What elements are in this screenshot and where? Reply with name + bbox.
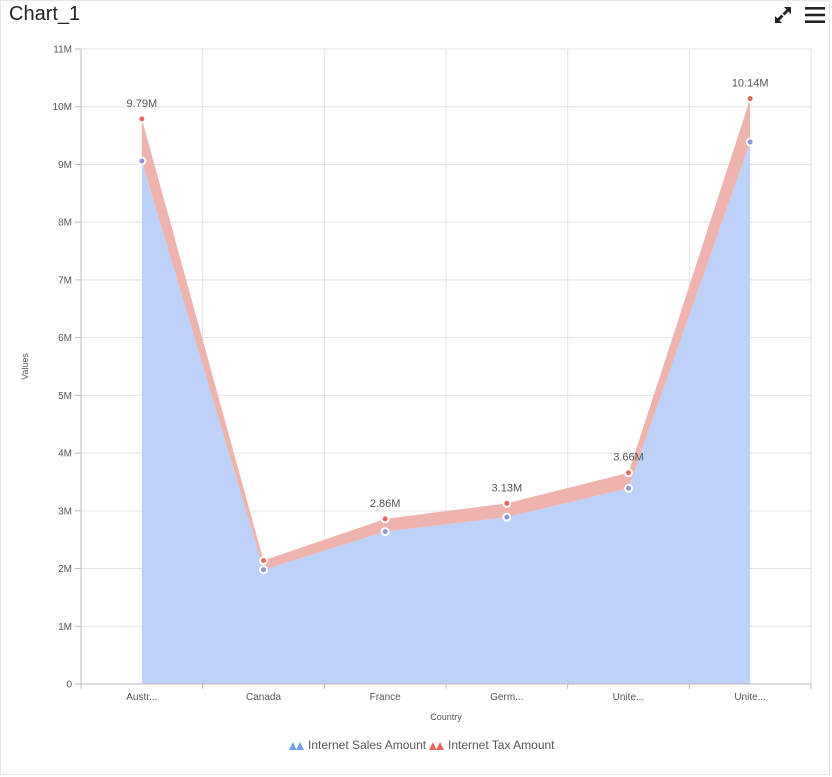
tax-data-point: [502, 498, 512, 508]
y-tick-label: 0: [66, 680, 72, 691]
hamburger-menu-icon[interactable]: [804, 4, 826, 26]
legend-sales-swatch-icon: [289, 742, 304, 750]
y-tick-label: 11M: [53, 45, 72, 56]
tax-data-point: [745, 94, 755, 104]
sales-data-point: [137, 156, 147, 166]
legend-tax-swatch-icon: [429, 742, 444, 750]
y-tick-label: 4M: [58, 449, 72, 460]
x-tick-label: Unite...: [734, 692, 766, 703]
data-label: 3.66M: [613, 452, 644, 464]
y-tick-label: 9M: [58, 160, 72, 171]
x-tick-label: France: [370, 692, 402, 703]
data-label: 10.14M: [732, 78, 769, 90]
expand-icon[interactable]: [772, 4, 794, 26]
x-tick-label: Canada: [246, 692, 281, 703]
series-area-sales: [141, 141, 751, 684]
x-tick-label: Austr...: [126, 692, 157, 703]
sales-data-point: [624, 483, 633, 493]
sales-data-point: [380, 527, 390, 537]
x-axis-title: Country: [430, 712, 462, 722]
chart-title: Chart_1: [9, 3, 81, 25]
legend-item-sales[interactable]: Internet Sales Amount: [289, 736, 426, 754]
y-tick-label: 2M: [58, 564, 72, 575]
y-tick-label: 7M: [58, 275, 72, 286]
tax-data-point: [259, 555, 268, 565]
data-label: 2.86M: [370, 498, 401, 510]
sales-data-point: [745, 137, 755, 147]
y-axis-title: Values: [20, 353, 30, 380]
data-label: 9.79M: [127, 98, 158, 110]
area-chart: 0 1M 2M 3M 4M 5M 6M 7M 8M 9M 10M 11M 9.79M 2.86M 3.13M…: [20, 45, 812, 722]
sales-data-point: [259, 565, 268, 575]
legend-label-tax: Internet Tax Amount: [448, 738, 555, 752]
y-tick-label: 3M: [58, 506, 72, 517]
y-tick-label: 6M: [58, 333, 72, 344]
legend-label-sales: Internet Sales Amount: [308, 738, 427, 752]
y-tick-label: 8M: [58, 218, 72, 229]
x-tick-label: Unite...: [613, 692, 645, 703]
legend-item-tax[interactable]: Internet Tax Amount: [429, 736, 555, 754]
y-tick-label: 10M: [53, 102, 72, 113]
x-tick-label: Germ...: [490, 692, 523, 703]
sales-data-point: [502, 512, 512, 522]
chart-legend: Internet Sales Amount Internet Tax Amoun…: [0, 736, 832, 754]
y-tick-label: 5M: [58, 391, 72, 402]
tax-data-point: [380, 514, 390, 524]
tax-data-point: [624, 468, 633, 478]
tax-data-point: [137, 114, 147, 124]
data-label: 3.13M: [492, 482, 523, 494]
y-tick-label: 1M: [58, 622, 72, 633]
